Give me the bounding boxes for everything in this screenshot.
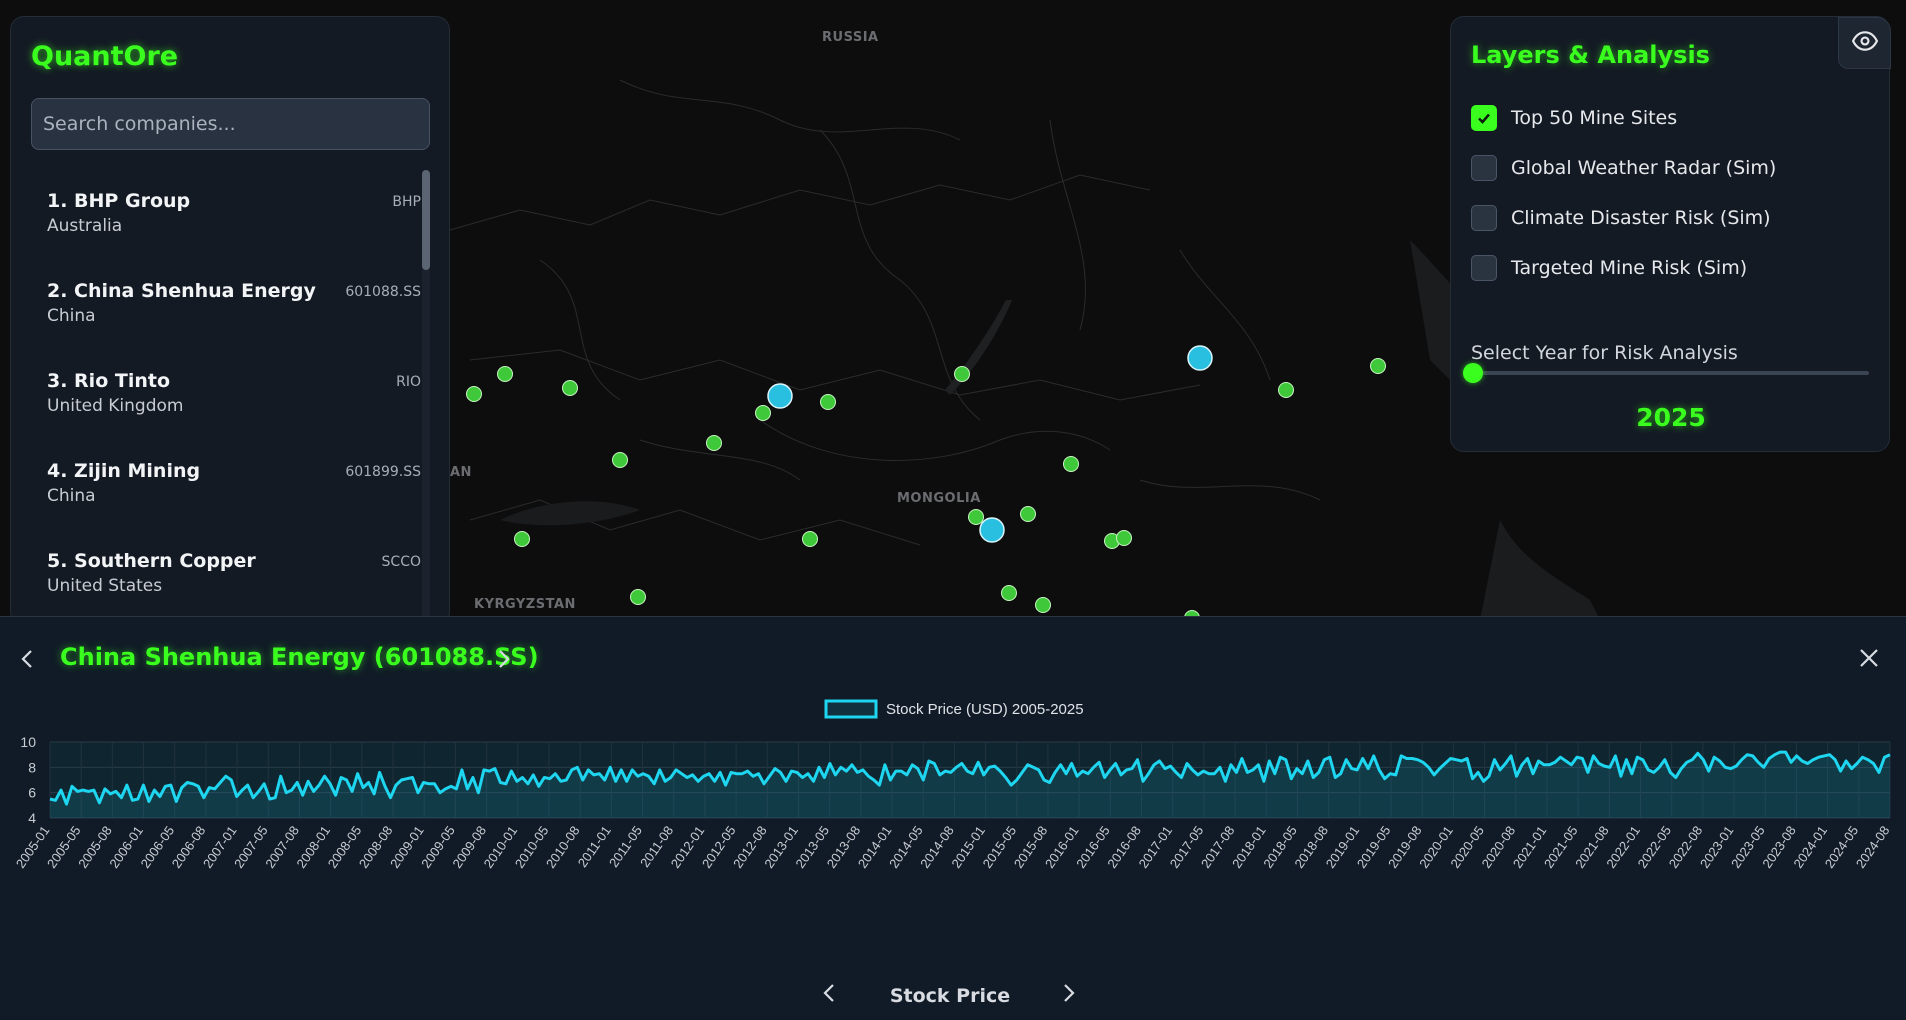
stock-price-chart[interactable]: 468102005-012005-052005-082006-012006-05… [0,669,1906,969]
company-ticker: 601088.SS [345,284,421,300]
company-ticker: BHP [392,194,421,210]
year-value: 2025 [1636,403,1706,432]
year-slider-thumb[interactable] [1463,363,1483,383]
company-ticker: 601899.SS [345,464,421,480]
layers-panel-title: Layers & Analysis [1471,41,1710,69]
layer-toggle-climate-disaster-risk[interactable]: Climate Disaster Risk (Sim) [1471,205,1771,231]
layer-toggle-weather-radar[interactable]: Global Weather Radar (Sim) [1471,155,1776,181]
year-select-label: Select Year for Risk Analysis [1471,342,1738,364]
company-country: China [47,306,96,326]
year-slider-track[interactable] [1471,371,1869,375]
company-country: United States [47,576,163,596]
company-name: 3. Rio Tinto [47,370,170,392]
company-item-china-shenhua[interactable]: 2. China Shenhua Energy China 601088.SS [31,272,421,362]
next-company-button[interactable] [493,647,513,676]
close-icon [1860,649,1878,667]
next-chart-button[interactable] [1058,981,1078,1010]
country-label-partial: AN [450,465,472,480]
company-list: 1. BHP Group Australia BHP 2. China Shen… [31,182,421,625]
country-label-mongolia: MONGOLIA [897,491,981,506]
checkbox-unchecked[interactable] [1471,255,1497,281]
chevron-left-icon [823,984,834,1002]
series-line [49,750,1891,806]
previous-company-button[interactable] [18,647,38,676]
legend-swatch [824,699,878,719]
company-name: 2. China Shenhua Energy [47,280,316,302]
layer-label: Top 50 Mine Sites [1511,107,1678,129]
company-detail-panel: China Shenhua Energy (601088.SS) 4 6 8 10 20… [0,616,1906,1020]
y-tick-label: 6 [28,785,36,801]
brand-logo: QuantOre [31,41,179,72]
company-name: 5. Southern Copper [47,550,256,572]
company-country: United Kingdom [47,396,184,416]
company-ticker: RIO [396,374,421,390]
company-item-bhp[interactable]: 1. BHP Group Australia BHP [31,182,421,272]
checkbox-unchecked[interactable] [1471,205,1497,231]
company-list-scrollbar[interactable] [422,170,430,625]
company-name: 1. BHP Group [47,190,191,212]
layer-toggle-top-50-mine-sites[interactable]: Top 50 Mine Sites [1471,105,1677,131]
company-item-zijin[interactable]: 4. Zijin Mining China 601899.SS [31,452,421,542]
country-label-russia: RUSSIA [822,30,879,45]
layer-label: Targeted Mine Risk (Sim) [1511,257,1748,279]
layer-toggle-targeted-mine-risk[interactable]: Targeted Mine Risk (Sim) [1471,255,1747,281]
eye-icon [1851,28,1878,59]
chevron-right-icon [499,650,510,668]
company-ticker: SCCO [381,554,421,570]
chart-type-label: Stock Price [889,985,1011,1007]
company-country: China [47,486,96,506]
company-country: Australia [47,216,123,236]
company-search-input[interactable] [31,98,430,150]
chevron-left-icon [21,650,32,668]
toggle-visibility-button[interactable] [1838,17,1891,69]
legend-label: Stock Price (USD) 2005-2025 [886,701,1084,718]
checkmark-icon [1478,113,1490,124]
series-area [50,752,1890,818]
close-panel-button[interactable] [1856,645,1882,676]
chevron-right-icon [1064,984,1075,1002]
company-sidebar: QuantOre 1. BHP Group Australia BHP 2. C… [10,16,450,626]
checkbox-unchecked[interactable] [1471,155,1497,181]
layer-label: Global Weather Radar (Sim) [1511,157,1777,179]
layers-panel: Layers & Analysis Top 50 Mine Sites Glob… [1450,16,1891,452]
company-item-southern-copper[interactable]: 5. Southern Copper United States SCCO [31,542,421,625]
company-item-rio-tinto[interactable]: 3. Rio Tinto United Kingdom RIO [31,362,421,452]
scrollbar-thumb[interactable] [422,170,430,270]
layer-label: Climate Disaster Risk (Sim) [1511,207,1771,229]
y-tick-label: 10 [20,734,36,750]
cluster-markers [767,345,1213,543]
previous-chart-button[interactable] [820,981,840,1010]
mine-markers [466,358,1386,620]
y-tick-label: 4 [28,810,36,826]
y-tick-label: 8 [28,759,36,775]
country-label-kyrgyzstan: KYRGYZSTAN [474,597,576,612]
checkbox-checked[interactable] [1471,105,1497,131]
company-name: 4. Zijin Mining [47,460,201,482]
selected-company-title: China Shenhua Energy (601088.SS) [60,643,539,671]
